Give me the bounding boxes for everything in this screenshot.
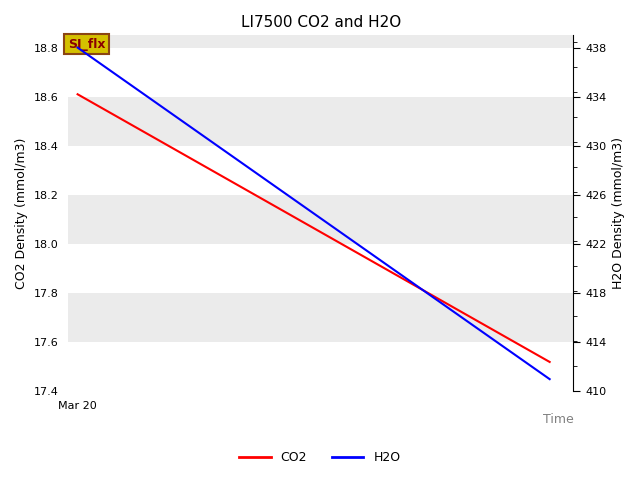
Bar — [68, 97, 573, 146]
Bar — [68, 342, 573, 391]
Bar — [68, 244, 573, 293]
Bar — [68, 195, 573, 244]
Bar — [68, 48, 573, 97]
Bar — [68, 36, 573, 48]
Y-axis label: CO2 Density (mmol/m3): CO2 Density (mmol/m3) — [15, 138, 28, 289]
Text: Time: Time — [543, 413, 573, 426]
Title: LI7500 CO2 and H2O: LI7500 CO2 and H2O — [241, 15, 401, 30]
Text: SI_flx: SI_flx — [68, 37, 106, 50]
Legend: CO2, H2O: CO2, H2O — [234, 446, 406, 469]
Bar — [68, 146, 573, 195]
Bar — [68, 293, 573, 342]
Y-axis label: H2O Density (mmol/m3): H2O Density (mmol/m3) — [612, 137, 625, 289]
